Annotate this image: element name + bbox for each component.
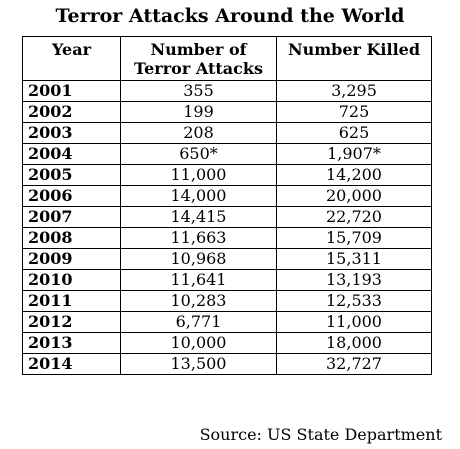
attacks-header-line2: Terror Attacks [134, 59, 263, 78]
attacks-cell: 6,771 [120, 311, 277, 333]
attacks-column-header: Number of Terror Attacks [120, 36, 277, 81]
year-cell: 2007 [22, 206, 121, 228]
killed-cell: 12,533 [276, 290, 432, 312]
attacks-cell: 10,000 [120, 332, 277, 354]
table-row: 2007 14,415 22,720 [22, 206, 432, 228]
killed-cell: 15,709 [276, 227, 432, 249]
table-row: 2008 11,663 15,709 [22, 227, 432, 249]
killed-cell: 3,295 [276, 80, 432, 102]
terror-attacks-table: Year Number of Terror Attacks Number Kil… [22, 36, 432, 375]
table-row: 2005 11,000 14,200 [22, 164, 432, 186]
attacks-cell: 14,000 [120, 185, 277, 207]
year-cell: 2011 [22, 290, 121, 312]
table-row: 2012 6,771 11,000 [22, 311, 432, 333]
attacks-cell: 14,415 [120, 206, 277, 228]
table-row: 2010 11,641 13,193 [22, 269, 432, 291]
attacks-cell: 10,283 [120, 290, 277, 312]
killed-cell: 11,000 [276, 311, 432, 333]
table-row: 2009 10,968 15,311 [22, 248, 432, 270]
page-title: Terror Attacks Around the World [55, 5, 405, 27]
killed-cell: 14,200 [276, 164, 432, 186]
year-cell: 2006 [22, 185, 121, 207]
year-cell: 2014 [22, 353, 121, 375]
attacks-cell: 650* [120, 143, 277, 165]
year-cell: 2004 [22, 143, 121, 165]
table-body: 2001 355 3,295 2002 199 725 2003 208 625 2004 650*… [22, 80, 432, 375]
year-cell: 2013 [22, 332, 121, 354]
killed-cell: 15,311 [276, 248, 432, 270]
table-row: 2001 355 3,295 [22, 80, 432, 102]
killed-cell: 625 [276, 122, 432, 144]
year-column-header: Year [22, 36, 121, 81]
killed-cell: 1,907* [276, 143, 432, 165]
attacks-cell: 11,641 [120, 269, 277, 291]
year-cell: 2003 [22, 122, 121, 144]
attacks-cell: 355 [120, 80, 277, 102]
killed-cell: 725 [276, 101, 432, 123]
attacks-cell: 199 [120, 101, 277, 123]
attacks-header-line1: Number of [150, 40, 247, 59]
source-note: Source: US State Department [199, 425, 442, 444]
attacks-cell: 10,968 [120, 248, 277, 270]
attacks-cell: 13,500 [120, 353, 277, 375]
year-cell: 2008 [22, 227, 121, 249]
year-cell: 2010 [22, 269, 121, 291]
table-row: 2003 208 625 [22, 122, 432, 144]
table-row: 2011 10,283 12,533 [22, 290, 432, 312]
year-cell: 2001 [22, 80, 121, 102]
attacks-cell: 11,000 [120, 164, 277, 186]
killed-cell: 22,720 [276, 206, 432, 228]
year-cell: 2005 [22, 164, 121, 186]
table-row: 2013 10,000 18,000 [22, 332, 432, 354]
killed-column-header: Number Killed [276, 36, 432, 81]
year-cell: 2012 [22, 311, 121, 333]
killed-cell: 32,727 [276, 353, 432, 375]
killed-cell: 20,000 [276, 185, 432, 207]
table-header-row: Year Number of Terror Attacks Number Kil… [22, 36, 432, 81]
table-row: 2002 199 725 [22, 101, 432, 123]
table-row: 2014 13,500 32,727 [22, 353, 432, 375]
attacks-cell: 208 [120, 122, 277, 144]
killed-cell: 13,193 [276, 269, 432, 291]
table-row: 2006 14,000 20,000 [22, 185, 432, 207]
year-cell: 2002 [22, 101, 121, 123]
attacks-cell: 11,663 [120, 227, 277, 249]
killed-cell: 18,000 [276, 332, 432, 354]
table-row: 2004 650* 1,907* [22, 143, 432, 165]
year-cell: 2009 [22, 248, 121, 270]
